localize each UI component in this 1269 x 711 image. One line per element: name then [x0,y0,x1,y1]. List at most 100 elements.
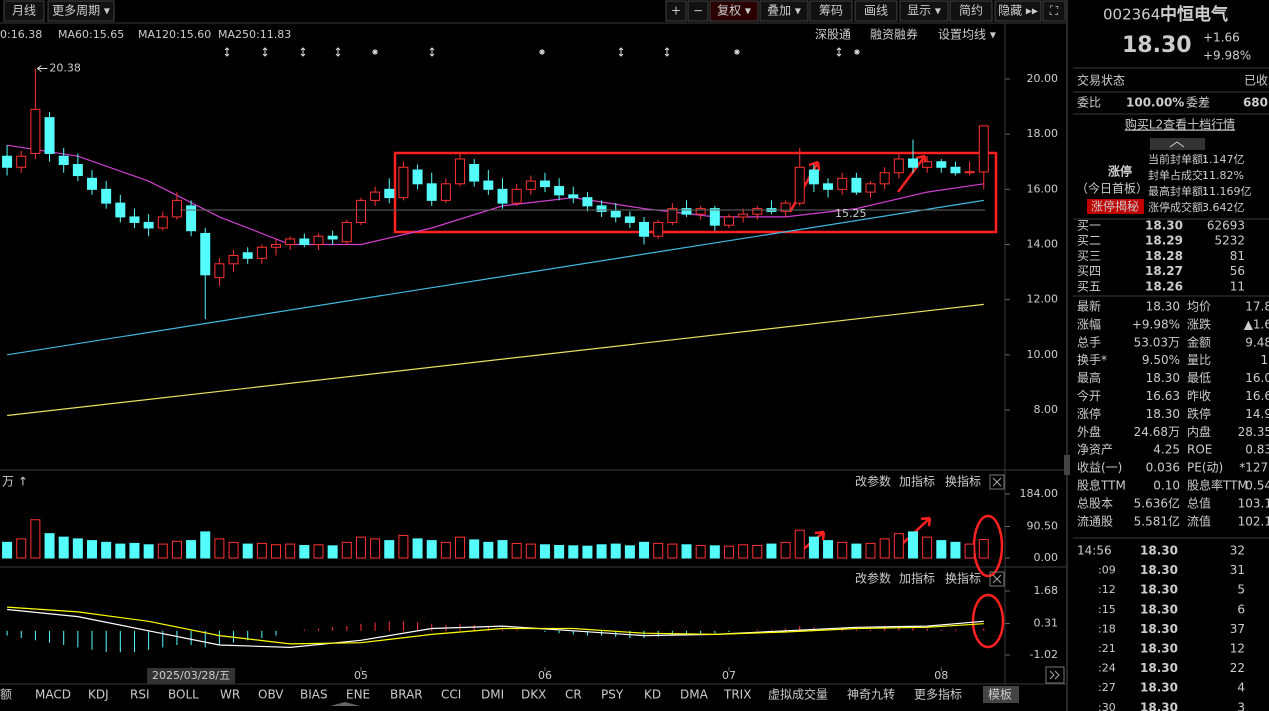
bid-price: 18.30 [1145,219,1183,233]
toolbar-button[interactable] [709,0,759,22]
indicator-tab[interactable]: 模板 [988,688,1012,702]
panel-control[interactable]: 换指标 [945,571,981,586]
indicator-tab[interactable]: BIAS [300,688,328,702]
indicator-tab[interactable]: 虚拟成交量 [768,687,828,702]
volume-bar [582,545,593,559]
limit-button[interactable] [1087,199,1144,214]
toolbar-label[interactable]: 筹码 [819,4,843,18]
trade-volume: 22 [1230,661,1245,675]
indicator-tab[interactable]: OBV [258,688,284,702]
toolbar-label[interactable]: 显示 ▾ [907,4,941,18]
candle-body [780,202,791,212]
candle-body [653,221,664,237]
toolbar-button[interactable] [854,0,898,22]
toolbar-label[interactable]: 隐藏 ▸▸ [998,4,1038,18]
value: 已收 [1244,74,1268,88]
indicator-tab[interactable]: PSY [601,688,624,702]
indicator-tab[interactable]: RSI [130,688,150,702]
x-tick-label: 06 [538,669,552,682]
scroll-button[interactable] [1045,666,1065,684]
indicator-tab[interactable]: DMI [481,688,504,702]
toolbar-button[interactable] [665,0,687,22]
indicator-tab[interactable]: DKX [521,688,546,702]
toolbar-label[interactable]: 画线 [864,4,888,18]
chart-link[interactable]: 设置均线 ▾ [938,28,996,42]
indicator-tab[interactable]: KD [644,688,661,702]
trade-price: 18.30 [1140,583,1178,597]
toolbar-label[interactable]: 更多周期 ▾ [52,4,110,18]
toolbar-button[interactable] [687,0,709,22]
y-tick-label: 90.50 [1027,520,1059,533]
toolbar-label[interactable]: + [671,4,681,18]
candle-body [497,188,508,204]
indicator-tab[interactable]: WR [220,688,240,702]
close-button[interactable] [989,474,1005,490]
stat-value: 18.30 [1146,371,1180,385]
volume-bar [766,543,777,559]
candle-body [695,208,706,215]
chart-link[interactable]: 融资融券 [870,27,918,42]
candle-body [30,108,41,154]
collapse-button[interactable] [1150,138,1205,150]
volume-bar [780,541,791,559]
toolbar-button[interactable] [1042,0,1066,22]
candle-body [455,158,466,185]
limit-tag: 涨停 [1108,164,1132,179]
indicator-tab[interactable]: TRIX [723,688,751,702]
toolbar-label[interactable]: 月线 [12,4,36,18]
panel-control[interactable]: 改参数 [855,571,891,586]
close-button[interactable] [989,571,1005,587]
panel-control[interactable]: 改参数 [855,474,891,489]
scroll-icon [1049,670,1060,680]
panel-control[interactable]: 加指标 [899,474,935,489]
event-marker [854,49,860,55]
indicator-tab[interactable]: 更多指标 [914,687,962,702]
trade-volume: 3 [1237,700,1245,711]
volume-bar [907,531,918,559]
toolbar-button[interactable] [809,0,853,22]
toolbar-button[interactable] [47,0,115,22]
indicator-tab[interactable]: DMA [680,688,709,702]
toolbar-label[interactable]: 叠加 ▾ [767,4,801,18]
candle-body [469,164,480,182]
indicator-tab[interactable]: MACD [35,688,71,702]
toolbar-button[interactable] [3,0,45,22]
volume-bar [171,540,182,559]
candle-body [2,155,13,168]
toolbar-label[interactable]: − [693,4,703,18]
candle-body [101,188,112,204]
panel-control[interactable]: 换指标 [945,474,981,489]
indicator-tab[interactable]: CR [565,688,582,702]
stat-label: 跌停 [1187,406,1211,421]
indicator-tab[interactable]: ENE [346,688,370,702]
indicator-tab[interactable]: 金额 [0,687,12,702]
indicator-tab[interactable]: BOLL [168,688,199,702]
value: 11.82% [1202,169,1244,182]
toolbar-button[interactable] [994,0,1042,22]
toolbar-label[interactable]: ⛶ [1049,4,1059,18]
volume-bar [101,541,112,559]
l2-link[interactable]: 购买L2查看十档行情 [1125,117,1235,132]
candle-body [907,158,918,168]
candle-body [115,202,126,218]
indicator-tab[interactable]: BRAR [390,688,423,702]
indicator-tab[interactable]: CCI [441,688,461,702]
candle-body [341,221,352,243]
panel-control[interactable]: 加指标 [899,571,935,586]
stat-value: 53.03万 [1134,335,1180,349]
trade-time: :30 [1098,701,1116,711]
toolbar-label[interactable]: 复权 ▾ [717,4,751,18]
toolbar-button[interactable] [899,0,949,22]
stat-label: 总值 [1187,495,1211,510]
toolbar-button[interactable] [759,0,809,22]
indicator-tab[interactable]: KDJ [88,688,109,702]
limit-button-label[interactable]: 涨停揭秘 [1091,199,1139,214]
toolbar-button[interactable] [949,0,993,22]
toolbar-label[interactable]: 简约 [959,3,983,18]
candle-body [16,155,27,168]
indicator-tab[interactable]: 神奇九转 [847,687,895,702]
trade-time: :15 [1098,603,1116,616]
chart-link[interactable]: 深股通 [815,28,851,42]
stat-value: 14.9 [1245,407,1269,421]
